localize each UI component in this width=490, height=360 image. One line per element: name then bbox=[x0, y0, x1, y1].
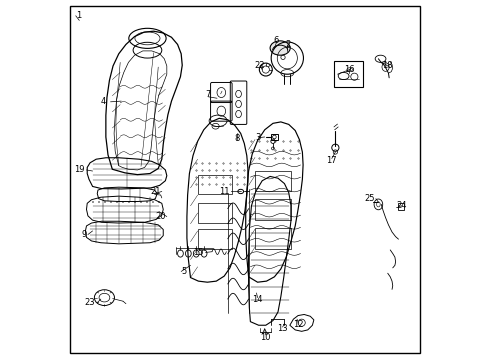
Bar bbox=[271, 134, 278, 140]
Text: 19: 19 bbox=[74, 166, 84, 175]
Text: 8: 8 bbox=[234, 134, 240, 143]
Text: 9: 9 bbox=[81, 230, 87, 239]
Text: 11: 11 bbox=[220, 187, 230, 196]
Text: 22: 22 bbox=[255, 62, 265, 71]
Bar bbox=[197, 229, 232, 249]
Text: 13: 13 bbox=[277, 324, 288, 333]
Bar bbox=[197, 203, 232, 223]
Text: 16: 16 bbox=[344, 65, 355, 74]
Bar bbox=[255, 171, 291, 192]
Text: 14: 14 bbox=[252, 294, 263, 303]
Text: 23: 23 bbox=[84, 298, 95, 307]
Text: 1: 1 bbox=[76, 11, 81, 20]
Text: 3: 3 bbox=[256, 133, 261, 142]
Bar bbox=[334, 60, 364, 87]
Bar bbox=[197, 175, 232, 194]
Text: 24: 24 bbox=[397, 201, 407, 210]
Text: 12: 12 bbox=[294, 320, 304, 329]
Text: 5: 5 bbox=[181, 267, 186, 276]
Ellipse shape bbox=[270, 41, 290, 55]
Text: 17: 17 bbox=[326, 156, 337, 165]
Text: 10: 10 bbox=[261, 333, 271, 342]
Text: 20: 20 bbox=[156, 212, 166, 221]
Text: 15: 15 bbox=[193, 248, 204, 257]
Text: 21: 21 bbox=[150, 187, 161, 196]
Bar bbox=[398, 203, 404, 211]
Text: 7: 7 bbox=[206, 90, 211, 99]
Text: 2: 2 bbox=[285, 40, 291, 49]
Text: 6: 6 bbox=[274, 36, 279, 45]
Text: 4: 4 bbox=[100, 97, 106, 106]
Text: 25: 25 bbox=[365, 194, 375, 203]
Bar bbox=[255, 228, 291, 249]
Bar bbox=[255, 199, 291, 220]
Text: 18: 18 bbox=[382, 62, 393, 71]
